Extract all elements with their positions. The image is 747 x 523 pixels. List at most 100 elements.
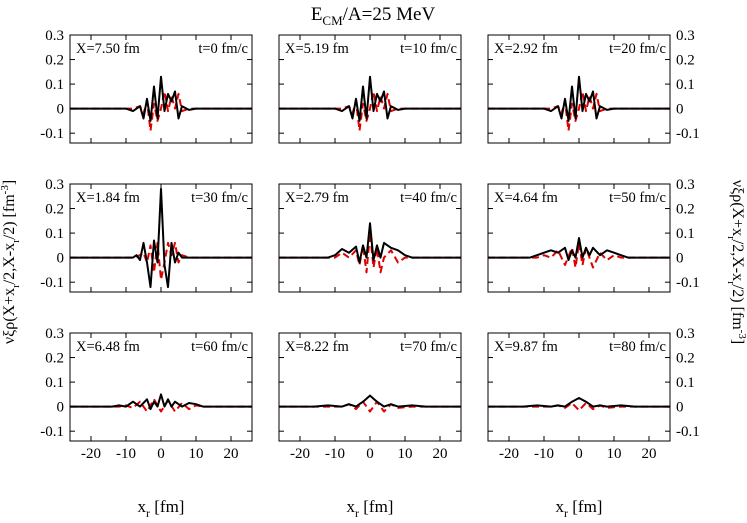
panel-8: -20 -10 0 10 20 X=8.22 fm t=70 fm/c bbox=[278, 332, 462, 462]
y-tick-label: 0 bbox=[676, 102, 684, 118]
y-axis-labels: νξρ(X+xr/2,X-xr/2) [fm-3] νξρ(X+xr/2,X-xr… bbox=[0, 180, 747, 344]
y-tick-label: 0.3 bbox=[45, 326, 64, 342]
y-axis-label: νξρ(X+xr/2,X-xr/2) [fm-3] bbox=[0, 180, 22, 344]
panel-curves bbox=[488, 75, 670, 132]
panel-6: -0.1 0 0.1 0.2 0.3 X=4.64 fm t=50 fm/c bbox=[487, 177, 700, 293]
panel-label-t: t=20 fm/c bbox=[609, 41, 666, 57]
panel-label-t: t=0 fm/c bbox=[198, 41, 248, 57]
series-dashed-line bbox=[488, 90, 670, 132]
x-tick-label: -10 bbox=[534, 446, 554, 462]
y-axis-label-part: ] bbox=[729, 339, 746, 344]
series-dashed-line bbox=[279, 400, 461, 413]
y-axis-label-part: /2,X-x bbox=[729, 240, 746, 281]
series-dashed-line bbox=[279, 90, 461, 132]
series-solid-line bbox=[70, 187, 252, 289]
series-solid-line bbox=[488, 237, 670, 262]
panel-5: X=2.79 fm t=40 fm/c bbox=[278, 183, 462, 293]
series-dashed-line bbox=[279, 232, 461, 274]
panel-label-x: X=7.50 fm bbox=[76, 41, 140, 57]
panel-curves bbox=[70, 187, 252, 289]
panel-3: -0.1 0 0.1 0.2 0.3 X=2.92 fm t=20 fm/c bbox=[487, 28, 700, 144]
series-dashed-line bbox=[70, 398, 252, 413]
x-axis-label: xr [fm] bbox=[138, 497, 185, 520]
panel-curves bbox=[70, 393, 252, 413]
panel-grid: -0.1 0 0.1 0.2 0.3 X=7.50 fm t=0 fm/c X=5.19 fm… bbox=[40, 28, 700, 462]
panel-curves bbox=[279, 222, 461, 274]
panel-2: X=5.19 fm t=10 fm/c bbox=[278, 34, 462, 144]
panel-label-x: X=5.19 fm bbox=[285, 41, 349, 57]
x-axis-label-sub: r bbox=[355, 506, 359, 520]
y-tick-label: 0.2 bbox=[676, 351, 695, 367]
panel-label-t: t=40 fm/c bbox=[400, 190, 457, 206]
x-axis-label-rest: [fm] bbox=[150, 497, 184, 516]
title-sub: CM bbox=[322, 13, 343, 28]
y-axis-label-part: νξρ(X+x bbox=[1, 288, 18, 344]
x-tick-label: 20 bbox=[224, 446, 239, 462]
y-tick-label: 0.1 bbox=[45, 226, 64, 242]
y-tick-label: 0 bbox=[676, 251, 684, 267]
x-tick-label: 0 bbox=[366, 446, 374, 462]
panel-curves bbox=[279, 75, 461, 132]
title-main: E bbox=[311, 4, 323, 25]
x-tick-label: -10 bbox=[325, 446, 345, 462]
x-axis-label-sub: r bbox=[564, 506, 568, 520]
x-axis-label: xr [fm] bbox=[347, 497, 394, 520]
y-tick-label: -0.1 bbox=[676, 126, 700, 142]
panel-label-t: t=80 fm/c bbox=[609, 339, 666, 355]
panel-1: -0.1 0 0.1 0.2 0.3 X=7.50 fm t=0 fm/c bbox=[40, 28, 253, 144]
x-tick-label: 10 bbox=[607, 446, 622, 462]
y-axis-label-part: r bbox=[10, 239, 22, 243]
y-axis-label-part: r bbox=[725, 281, 737, 285]
panel-label-x: X=2.79 fm bbox=[285, 190, 349, 206]
y-tick-label: 0.3 bbox=[676, 28, 695, 44]
panel-label-t: t=50 fm/c bbox=[609, 190, 666, 206]
y-tick-label: 0.1 bbox=[45, 77, 64, 93]
panel-label-x: X=8.22 fm bbox=[285, 339, 349, 355]
y-tick-label: 0.1 bbox=[676, 226, 695, 242]
y-tick-label: -0.1 bbox=[40, 275, 64, 291]
series-solid-line bbox=[279, 222, 461, 264]
panel-label-t: t=30 fm/c bbox=[191, 190, 248, 206]
series-dashed-line bbox=[70, 90, 252, 132]
y-tick-label: -0.1 bbox=[676, 275, 700, 291]
y-tick-label: 0.3 bbox=[676, 326, 695, 342]
y-axis-label-part: r bbox=[725, 236, 737, 240]
series-dashed-line bbox=[70, 241, 252, 281]
series-dashed-line bbox=[488, 241, 670, 269]
x-axis-label-rest: [fm] bbox=[359, 497, 393, 516]
y-axis-label-part: νξρ(X+x bbox=[729, 180, 746, 236]
y-tick-label: 0.2 bbox=[676, 202, 695, 218]
y-tick-label: 0.1 bbox=[676, 77, 695, 93]
y-tick-label: -0.1 bbox=[40, 126, 64, 142]
x-tick-label: -20 bbox=[81, 446, 101, 462]
panel-label-t: t=10 fm/c bbox=[400, 41, 457, 57]
y-tick-label: 0.2 bbox=[676, 53, 695, 69]
panel-label-x: X=2.92 fm bbox=[494, 41, 558, 57]
series-solid-line bbox=[488, 75, 670, 122]
y-tick-label: -0.1 bbox=[676, 424, 700, 440]
y-axis-label-part: -3 bbox=[736, 330, 747, 340]
series-solid-line bbox=[279, 75, 461, 122]
y-axis-label: νξρ(X+xr/2,X-xr/2) [fm-3] bbox=[725, 180, 747, 344]
panel-curves bbox=[488, 397, 670, 412]
series-solid-line bbox=[70, 393, 252, 411]
y-tick-label: -0.1 bbox=[40, 424, 64, 440]
panel-7: -20 -10 0 10 20 -0.1 0 0.1 0.2 0.3 X=6.48 fm t=60 f… bbox=[40, 326, 253, 462]
y-axis-label-part: /2,X-x bbox=[1, 243, 18, 284]
series-solid-line bbox=[70, 75, 252, 122]
panel-label-x: X=4.64 fm bbox=[494, 190, 558, 206]
y-axis-label-part: /2) [fm bbox=[729, 285, 746, 330]
x-axis-label-rest: [fm] bbox=[568, 497, 602, 516]
panel-label-t: t=60 fm/c bbox=[191, 339, 248, 355]
x-tick-label: 10 bbox=[189, 446, 204, 462]
panel-curves bbox=[70, 75, 252, 132]
x-tick-label: -20 bbox=[290, 446, 310, 462]
x-tick-label: -20 bbox=[499, 446, 519, 462]
x-tick-label: 20 bbox=[433, 446, 448, 462]
panel-label-x: X=9.87 fm bbox=[494, 339, 558, 355]
title-rest: /A=25 MeV bbox=[343, 4, 436, 25]
y-tick-label: 0 bbox=[57, 102, 65, 118]
panel-curves bbox=[279, 394, 461, 413]
y-tick-label: 0.2 bbox=[45, 351, 64, 367]
